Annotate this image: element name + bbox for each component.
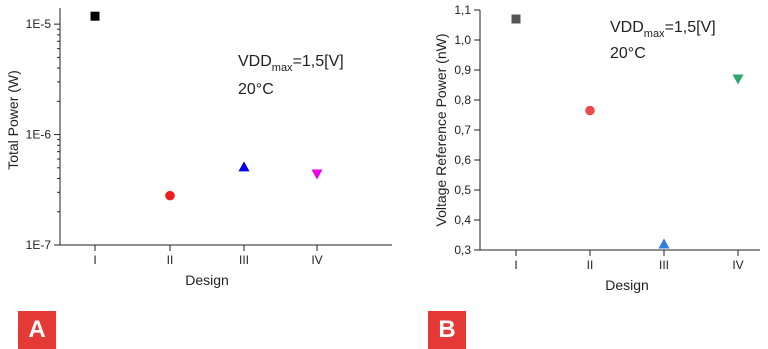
y-tick-label: 1,1 <box>454 3 471 17</box>
data-point-i <box>90 11 100 21</box>
panel-label-a: A <box>18 311 56 349</box>
annotation-vdd: VDDmax=1,5[V] <box>238 53 344 74</box>
y-tick-label: 1E-7 <box>26 238 52 252</box>
x-tick-label: IV <box>732 258 743 272</box>
x-tick-label: III <box>659 258 669 272</box>
y-tick-label: 0,8 <box>454 93 471 107</box>
data-point-iv <box>732 74 744 85</box>
annotation-temperature: 20°C <box>610 45 646 62</box>
x-tick-label: II <box>587 258 594 272</box>
panel-label-b: B <box>428 311 466 349</box>
x-axis-title: Design <box>185 272 229 288</box>
y-axis-title: Voltage Reference Power (nW) <box>433 34 449 227</box>
data-point-i <box>511 14 521 24</box>
annotation-vdd: VDDmax=1,5[V] <box>610 19 716 40</box>
data-point-iii <box>238 161 250 172</box>
x-tick-label: I <box>93 253 96 267</box>
x-tick-label: III <box>239 253 249 267</box>
y-tick-label: 1,0 <box>454 33 471 47</box>
y-tick-label: 1E-6 <box>26 128 52 142</box>
y-tick-label: 0,4 <box>454 213 471 227</box>
y-tick-label: 0,7 <box>454 123 471 137</box>
data-point-ii <box>585 105 595 116</box>
y-tick-label: 0,6 <box>454 153 471 167</box>
data-point-ii <box>165 190 175 201</box>
x-axis-title: Design <box>605 277 649 293</box>
y-axis-title: Total Power (W) <box>5 70 21 170</box>
x-tick-label: IV <box>311 253 322 267</box>
y-tick-label: 0,9 <box>454 63 471 77</box>
data-point-iii <box>658 238 670 249</box>
x-tick-label: II <box>167 253 174 267</box>
y-tick-label: 1E-5 <box>26 17 52 31</box>
chart-panel-b: 1,11,00,90,80,70,60,50,40,3I II III IVDesig… <box>433 3 760 293</box>
data-point-iv <box>311 169 323 180</box>
y-tick-label: 0,3 <box>454 243 471 257</box>
annotation-temperature: 20°C <box>238 81 274 98</box>
y-tick-label: 0,5 <box>454 183 471 197</box>
x-tick-label: I <box>514 258 517 272</box>
